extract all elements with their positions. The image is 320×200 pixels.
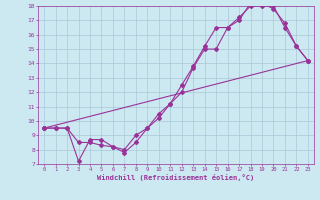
- X-axis label: Windchill (Refroidissement éolien,°C): Windchill (Refroidissement éolien,°C): [97, 174, 255, 181]
